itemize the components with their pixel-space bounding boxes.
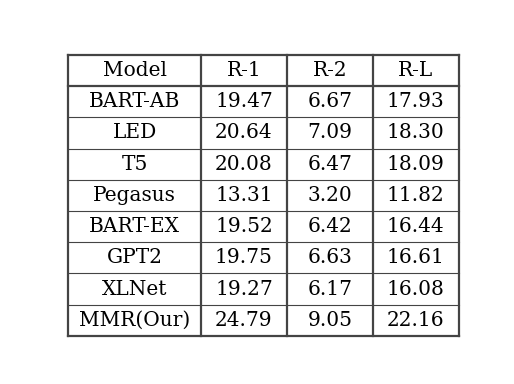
Text: 9.05: 9.05 bbox=[307, 311, 352, 330]
Text: LED: LED bbox=[113, 124, 157, 142]
Text: 3.20: 3.20 bbox=[307, 186, 352, 205]
Text: 16.08: 16.08 bbox=[387, 280, 445, 298]
Text: 11.82: 11.82 bbox=[387, 186, 445, 205]
Text: R-2: R-2 bbox=[313, 61, 347, 80]
Text: 22.16: 22.16 bbox=[387, 311, 445, 330]
Text: 6.17: 6.17 bbox=[307, 280, 352, 298]
Text: 16.44: 16.44 bbox=[387, 217, 445, 236]
Text: 7.09: 7.09 bbox=[307, 124, 352, 142]
Text: MMR(Our): MMR(Our) bbox=[79, 311, 190, 330]
Text: 6.42: 6.42 bbox=[307, 217, 352, 236]
Text: XLNet: XLNet bbox=[102, 280, 168, 298]
Text: 18.30: 18.30 bbox=[387, 124, 445, 142]
Text: 19.47: 19.47 bbox=[215, 92, 273, 111]
Text: BART-EX: BART-EX bbox=[89, 217, 180, 236]
Text: Model: Model bbox=[103, 61, 167, 80]
Text: 16.61: 16.61 bbox=[387, 248, 445, 267]
Text: 18.09: 18.09 bbox=[387, 155, 445, 174]
Text: 6.63: 6.63 bbox=[307, 248, 352, 267]
Text: 6.67: 6.67 bbox=[307, 92, 352, 111]
Text: 17.93: 17.93 bbox=[387, 92, 445, 111]
Text: 19.75: 19.75 bbox=[215, 248, 273, 267]
Text: R-L: R-L bbox=[398, 61, 433, 80]
Text: 24.79: 24.79 bbox=[215, 311, 273, 330]
Text: BART-AB: BART-AB bbox=[89, 92, 180, 111]
Text: 20.64: 20.64 bbox=[215, 124, 273, 142]
Text: 6.47: 6.47 bbox=[307, 155, 352, 174]
Text: 20.08: 20.08 bbox=[215, 155, 273, 174]
Text: Pegasus: Pegasus bbox=[93, 186, 176, 205]
Text: 19.52: 19.52 bbox=[215, 217, 273, 236]
Text: 13.31: 13.31 bbox=[215, 186, 273, 205]
Text: GPT2: GPT2 bbox=[106, 248, 162, 267]
Text: 19.27: 19.27 bbox=[215, 280, 273, 298]
Text: T5: T5 bbox=[121, 155, 148, 174]
Text: R-1: R-1 bbox=[227, 61, 261, 80]
